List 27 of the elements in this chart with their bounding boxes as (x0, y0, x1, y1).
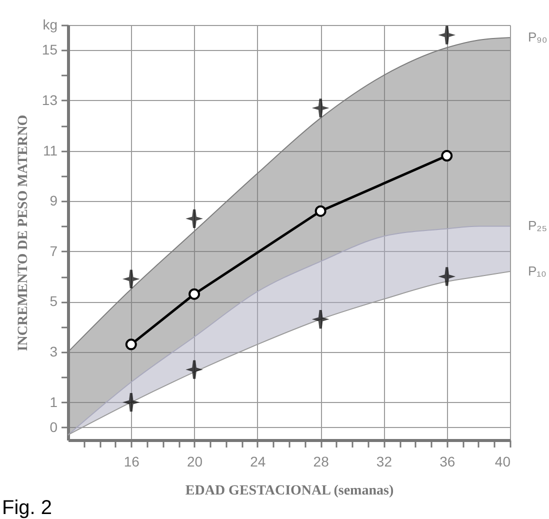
y-tick-label: 0 (50, 418, 58, 435)
point (441, 150, 453, 162)
x-tick-label: 20 (186, 454, 203, 470)
y-tick-label: 1 (50, 394, 58, 410)
y-tick-label: 7 (50, 242, 58, 259)
point (314, 205, 326, 217)
y-tick-label: 11 (42, 142, 58, 158)
series-label: P₂₅ (528, 218, 547, 234)
y-tick-label: 5 (50, 293, 58, 310)
x-tick-label: 32 (376, 454, 392, 470)
x-axis-title: EDAD GESTACIONAL (semanas) (185, 484, 394, 498)
y-tick-label: 3 (50, 343, 58, 360)
y-tick-label: 13 (42, 92, 58, 108)
y-tick-label: kg (42, 16, 58, 32)
x-tick-label: 24 (250, 454, 266, 470)
series-label: P₉₀ (528, 30, 548, 45)
point (188, 288, 200, 300)
x-tick-label: 36 (440, 454, 456, 470)
y-tick-label: 9 (50, 192, 58, 209)
x-tick-label: 40 (494, 454, 511, 470)
y-tick-label: 15 (42, 42, 58, 58)
caption: Fig. 2 (2, 497, 52, 519)
point (125, 338, 137, 350)
x-tick-label: 16 (124, 454, 140, 470)
series-label: P₁₀ (528, 263, 546, 278)
x-tick-label: 28 (313, 454, 330, 470)
y-axis-title: INCREMENTO DE PESO MATERNO (16, 114, 31, 352)
